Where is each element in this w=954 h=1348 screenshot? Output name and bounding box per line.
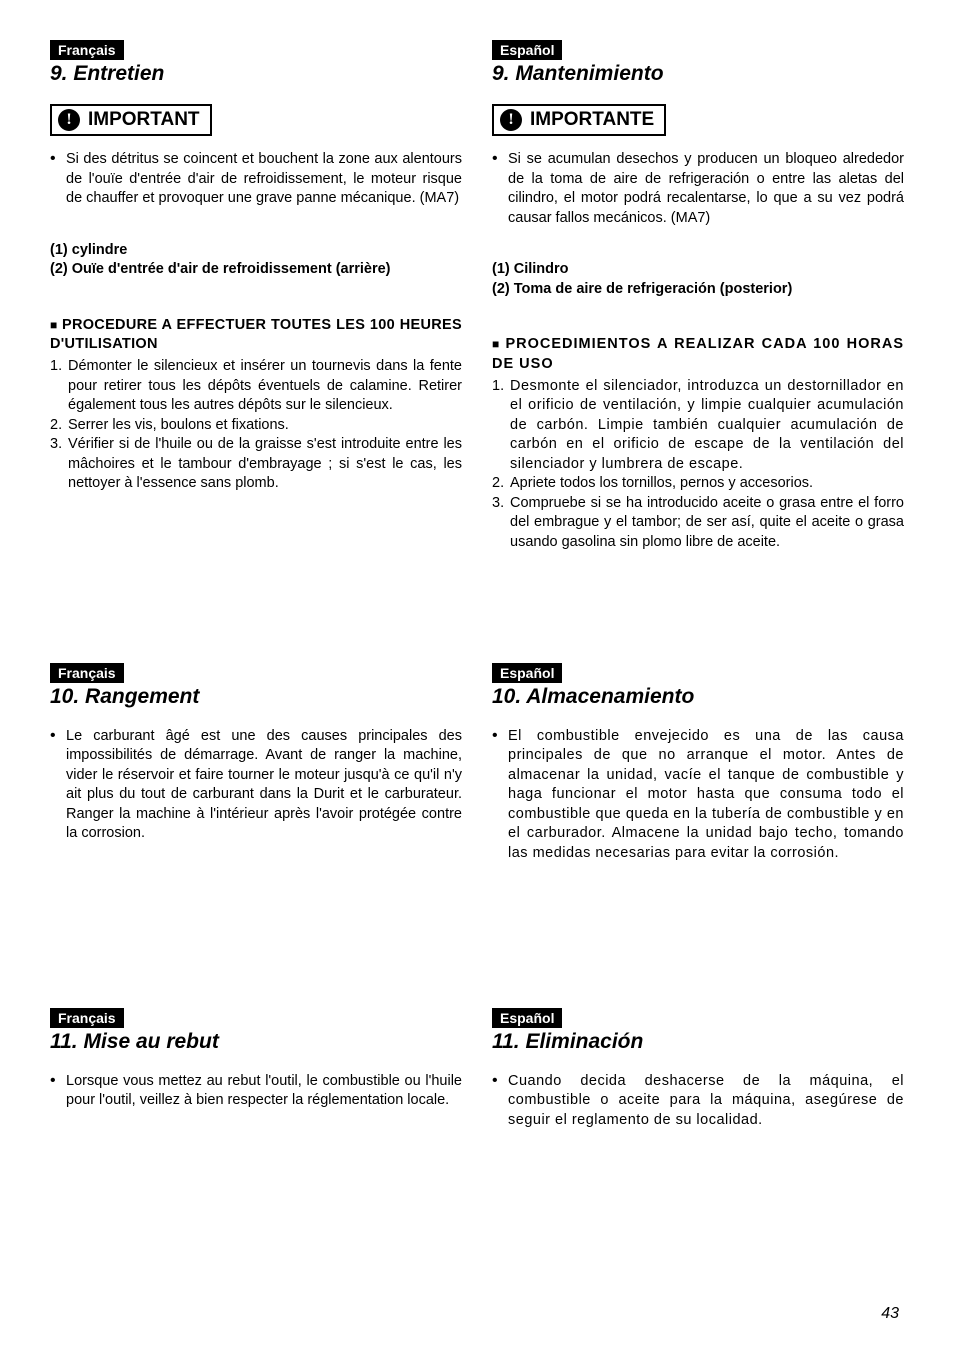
section-11-title-es: 11. Eliminación (492, 1030, 904, 1054)
proc-item-2-es: 2.Apriete todos los tornillos, pernos y … (492, 474, 904, 494)
section-10-fr: Français 10. Rangement • Le carburant âg… (50, 663, 462, 878)
exclamation-icon: ! (500, 109, 522, 131)
sec11-text-es: Cuando decida deshacerse de la máquina, … (508, 1072, 904, 1131)
section-11-title-fr: 11. Mise au rebut (50, 1030, 462, 1054)
section-10-title-fr: 10. Rangement (50, 685, 462, 709)
proc-heading-fr: ■PROCEDURE A EFFECTUER TOUTES LES 100 HE… (50, 316, 462, 355)
sec11-text-fr: Lorsque vous mettez au rebut l'outil, le… (66, 1072, 462, 1111)
important-label-fr: IMPORTANT (88, 109, 200, 131)
sec10-bullet-fr: • Le carburant âgé est une des causes pr… (50, 727, 462, 844)
important-bullet-es: • Si se acumulan desechos y producen un … (492, 150, 904, 228)
important-label-es: IMPORTANTE (530, 109, 654, 131)
lang-tag-fr-10: Français (50, 663, 124, 683)
section-9-title-fr: 9. Entretien (50, 62, 462, 86)
section-10-es: Español 10. Almacenamiento • El combusti… (492, 663, 904, 878)
proc-item-1-fr: 1.Démonter le silencieux et insérer un t… (50, 357, 462, 416)
section-11-es: Español 11. Eliminación • Cuando decida … (492, 1008, 904, 1145)
proc-item-2-fr: 2.Serrer les vis, boulons et fixations. (50, 416, 462, 436)
lang-tag-es-10: Español (492, 663, 562, 683)
sec11-bullet-fr: • Lorsque vous mettez au rebut l'outil, … (50, 1072, 462, 1111)
important-box-es: ! IMPORTANTE (492, 104, 666, 136)
section-9-fr: Français 9. Entretien ! IMPORTANT • Si d… (50, 40, 462, 553)
lang-tag-es-11: Español (492, 1008, 562, 1028)
proc-item-3-fr: 3.Vérifier si de l'huile ou de la graiss… (50, 435, 462, 494)
sec11-bullet-es: • Cuando decida deshacerse de la máquina… (492, 1072, 904, 1131)
def2-es: (2) Toma de aire de refrigeración (poste… (492, 280, 904, 300)
sec10-bullet-es: • El combustible envejecido es una de la… (492, 727, 904, 864)
proc-item-1-es: 1.Desmonte el silenciador, introduzca un… (492, 377, 904, 475)
page-number: 43 (881, 1305, 899, 1323)
important-text-es: Si se acumulan desechos y producen un bl… (508, 150, 904, 228)
lang-tag-fr: Français (50, 40, 124, 60)
proc-heading-es: ■PROCEDIMIENTOS A REALIZAR CADA 100 HORA… (492, 335, 904, 374)
important-text-fr: Si des détritus se coincent et bouchent … (66, 150, 462, 209)
section-11-fr: Français 11. Mise au rebut • Lorsque vou… (50, 1008, 462, 1145)
lang-tag-es: Español (492, 40, 562, 60)
sec10-text-es: El combustible envejecido es una de las … (508, 727, 904, 864)
exclamation-icon: ! (58, 109, 80, 131)
def2-fr: (2) Ouïe d'entrée d'air de refroidisseme… (50, 260, 462, 280)
important-bullet-fr: • Si des détritus se coincent et bouchen… (50, 150, 462, 209)
lang-tag-fr-11: Français (50, 1008, 124, 1028)
def1-es: (1) Cilindro (492, 260, 904, 280)
section-9-es: Español 9. Mantenimiento ! IMPORTANTE • … (492, 40, 904, 553)
proc-item-3-es: 3.Compruebe si se ha introducido aceite … (492, 494, 904, 553)
section-10-title-es: 10. Almacenamiento (492, 685, 904, 709)
section-9-title-es: 9. Mantenimiento (492, 62, 904, 86)
important-box-fr: ! IMPORTANT (50, 104, 212, 136)
section-10-row: Français 10. Rangement • Le carburant âg… (50, 663, 904, 878)
section-9-row: Français 9. Entretien ! IMPORTANT • Si d… (50, 40, 904, 553)
sec10-text-fr: Le carburant âgé est une des causes prin… (66, 727, 462, 844)
section-11-row: Français 11. Mise au rebut • Lorsque vou… (50, 1008, 904, 1145)
def1-fr: (1) cylindre (50, 241, 462, 261)
